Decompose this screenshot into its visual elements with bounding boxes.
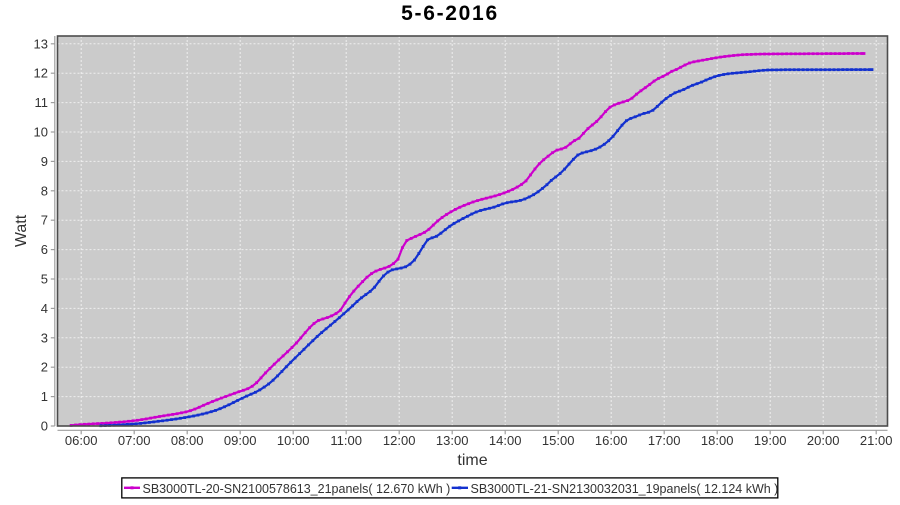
- svg-text:2: 2: [41, 360, 48, 375]
- svg-text:10: 10: [34, 125, 48, 140]
- svg-text:12:00: 12:00: [383, 433, 416, 448]
- svg-text:8: 8: [41, 183, 48, 198]
- svg-text:5-6-2016: 5-6-2016: [401, 2, 499, 25]
- svg-text:9: 9: [41, 154, 48, 169]
- svg-text:3: 3: [41, 330, 48, 345]
- svg-text:11: 11: [35, 95, 49, 110]
- svg-text:13: 13: [34, 36, 48, 51]
- svg-text:1: 1: [41, 389, 48, 404]
- svg-text:0: 0: [41, 419, 48, 434]
- svg-text:11:00: 11:00: [330, 433, 362, 448]
- svg-text:06:00: 06:00: [65, 433, 98, 448]
- svg-text:5: 5: [41, 272, 48, 287]
- svg-text:Watt: Watt: [13, 214, 30, 247]
- svg-text:20:00: 20:00: [807, 433, 840, 448]
- svg-text:7: 7: [41, 213, 48, 228]
- svg-text:13:00: 13:00: [436, 433, 469, 448]
- svg-text:19:00: 19:00: [754, 433, 787, 448]
- svg-text:time: time: [457, 452, 487, 469]
- svg-text:4: 4: [41, 301, 48, 316]
- svg-text:08:00: 08:00: [171, 433, 204, 448]
- svg-text:17:00: 17:00: [648, 433, 681, 448]
- svg-text:6: 6: [41, 242, 48, 257]
- svg-text:12: 12: [34, 66, 48, 81]
- svg-text:SB3000TL-20-SN2100578613_21pan: SB3000TL-20-SN2100578613_21panels( 12.67…: [143, 482, 451, 496]
- svg-text:18:00: 18:00: [701, 433, 734, 448]
- svg-text:07:00: 07:00: [118, 433, 151, 448]
- svg-text:09:00: 09:00: [224, 433, 257, 448]
- svg-text:21:00: 21:00: [860, 433, 893, 448]
- svg-text:10:00: 10:00: [277, 433, 310, 448]
- svg-text:15:00: 15:00: [542, 433, 575, 448]
- svg-text:14:00: 14:00: [489, 433, 522, 448]
- svg-text:16:00: 16:00: [595, 433, 628, 448]
- svg-text:SB3000TL-21-SN2130032031_19pan: SB3000TL-21-SN2130032031_19panels( 12.12…: [471, 482, 779, 496]
